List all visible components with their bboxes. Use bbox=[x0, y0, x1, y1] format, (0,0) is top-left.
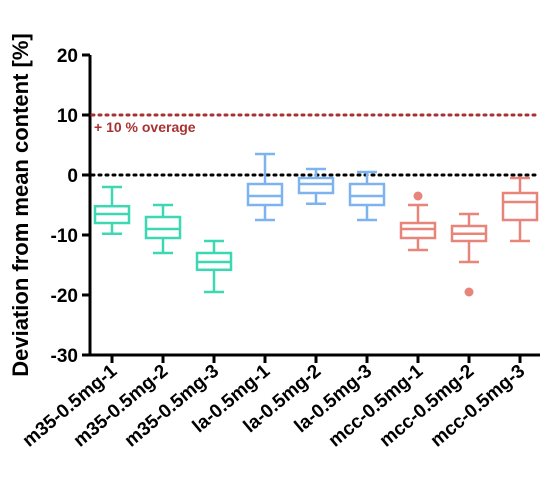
box-m35-0.5mg-1 bbox=[93, 185, 131, 236]
y-tick-label: -10 bbox=[51, 226, 78, 247]
box-mcc-0.5mg-2 bbox=[450, 212, 488, 297]
box-m35-0.5mg-2 bbox=[144, 203, 182, 255]
box-m35-0.5mg-3 bbox=[195, 239, 233, 294]
reference-lines: + 10 % overage bbox=[90, 113, 542, 177]
box-la-0.5mg-1 bbox=[246, 152, 284, 222]
box-iqr bbox=[501, 191, 539, 222]
reference-line-label: + 10 % overage bbox=[94, 119, 196, 135]
box-iqr bbox=[348, 182, 386, 207]
y-axis: 20 10 0 -10 -20 -30 bbox=[51, 46, 92, 367]
box-mcc-0.5mg-1 bbox=[399, 191, 437, 252]
box-iqr bbox=[297, 176, 335, 195]
y-tick-label: -20 bbox=[51, 286, 78, 307]
box-iqr bbox=[399, 221, 437, 240]
box-la-0.5mg-3 bbox=[348, 170, 386, 222]
outlier-point bbox=[413, 191, 423, 201]
y-tick-label: 10 bbox=[57, 106, 78, 127]
box-mcc-0.5mg-3 bbox=[501, 176, 539, 243]
boxes bbox=[93, 152, 539, 297]
box-iqr bbox=[144, 215, 182, 240]
x-axis: m35-0.5mg-1m35-0.5mg-2m35-0.5mg-3la-0.5m… bbox=[19, 353, 540, 452]
y-tick-label: 20 bbox=[57, 46, 78, 67]
box-iqr bbox=[246, 182, 284, 207]
y-axis-label: Deviation from mean content [%] bbox=[8, 33, 33, 376]
box-la-0.5mg-2 bbox=[297, 167, 335, 206]
y-tick-label: -30 bbox=[51, 346, 78, 367]
outlier-point bbox=[464, 287, 474, 297]
y-tick-label: 0 bbox=[67, 166, 78, 187]
